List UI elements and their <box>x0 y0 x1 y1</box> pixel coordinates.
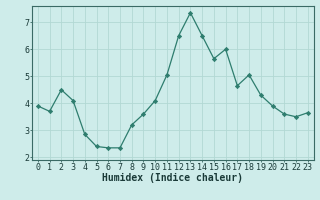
X-axis label: Humidex (Indice chaleur): Humidex (Indice chaleur) <box>102 173 243 183</box>
